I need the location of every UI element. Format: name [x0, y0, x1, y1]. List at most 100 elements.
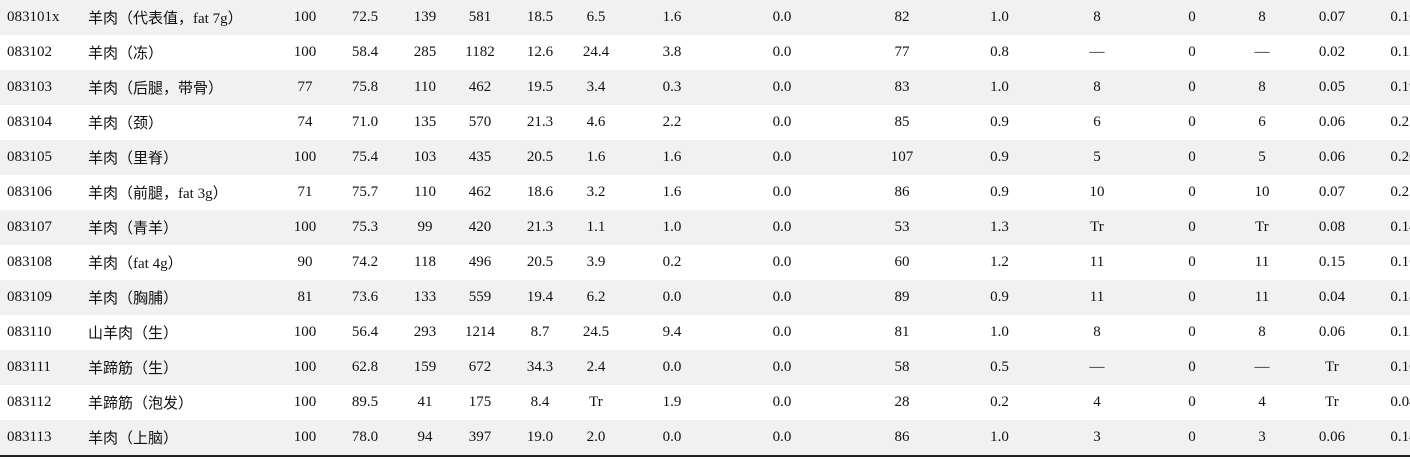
ash-cell: 1.2	[990, 254, 1009, 270]
protein-cell: 20.5	[526, 149, 554, 165]
riboflavin-cell: 0.12	[1390, 44, 1410, 60]
retinol-cell: 6	[1258, 114, 1266, 130]
vitamin-a-cell: 10	[1089, 184, 1105, 200]
water-cell: 72.5	[351, 9, 379, 25]
vitamin-a-cell: 4	[1093, 394, 1101, 410]
food-code-cell: 083101x	[7, 9, 60, 25]
water-cell: 73.6	[351, 289, 379, 305]
vitamin-a-cell: Tr	[1090, 219, 1104, 235]
energy-kcal-cell: 110	[414, 184, 436, 200]
riboflavin-cell: 0.12	[1390, 324, 1410, 340]
food-name-cell: 羊肉（胸脯）	[88, 291, 179, 307]
fiber-cell: 0.0	[772, 429, 792, 445]
water-cell: 71.0	[351, 114, 379, 130]
vitamin-a-cell: 3	[1093, 429, 1101, 445]
riboflavin-cell: 0.10	[1390, 359, 1410, 375]
thiamin-cell: 0.02	[1318, 44, 1346, 60]
fat-cell: 3.4	[586, 79, 606, 95]
fat-cell: 2.0	[586, 429, 606, 445]
fiber-cell: 0.0	[772, 394, 792, 410]
carotene-cell: 0	[1188, 324, 1196, 340]
carotene-cell: 0	[1188, 114, 1196, 130]
carbohydrate-cell: 1.9	[662, 394, 682, 410]
retinol-cell: 3	[1258, 429, 1266, 445]
food-name-cell: 羊肉（冻）	[88, 46, 164, 62]
energy-kj-cell: 397	[468, 429, 492, 445]
food-name-cell: 羊肉（代表值，fat 7g）	[88, 11, 243, 27]
thiamin-cell: 0.08	[1318, 219, 1346, 235]
protein-cell: 19.4	[526, 289, 554, 305]
edible-portion-cell: 100	[293, 429, 317, 445]
water-cell: 58.4	[351, 44, 379, 60]
riboflavin-cell: 0.14	[1390, 219, 1410, 235]
carotene-cell: 0	[1188, 289, 1196, 305]
energy-kcal-cell: 293	[413, 324, 437, 340]
energy-kcal-cell: 99	[417, 219, 433, 235]
thiamin-cell: 0.06	[1318, 149, 1346, 165]
cholesterol-cell: 86	[894, 184, 910, 200]
thiamin-cell: Tr	[1325, 394, 1339, 410]
table-row: 083104 羊肉（颈） 74 71.0 135 570 21.3 4.6 2.2 0.0 85 0.…	[0, 105, 1410, 140]
thiamin-cell: 0.15	[1318, 254, 1346, 270]
table-row: 083111 羊蹄筋（生） 100 62.8 159 672 34.3 2.4 0.0 0.0 58…	[0, 350, 1410, 385]
fiber-cell: 0.0	[772, 149, 792, 165]
ash-cell: 0.9	[990, 149, 1009, 165]
cholesterol-cell: 58	[894, 359, 910, 375]
vitamin-a-cell: 11	[1089, 289, 1105, 305]
cholesterol-cell: 89	[894, 289, 910, 305]
vitamin-a-cell: 5	[1093, 149, 1101, 165]
protein-cell: 18.6	[526, 184, 554, 200]
fiber-cell: 0.0	[772, 324, 792, 340]
energy-kj-cell: 1214	[465, 324, 495, 340]
edible-portion-cell: 74	[297, 114, 313, 130]
retinol-cell: 8	[1258, 79, 1266, 95]
retinol-cell: 8	[1258, 324, 1266, 340]
fat-cell: 2.4	[586, 359, 606, 375]
protein-cell: 21.3	[526, 114, 554, 130]
fiber-cell: 0.0	[772, 254, 792, 270]
thiamin-cell: 0.07	[1318, 184, 1346, 200]
bottom-rule	[0, 455, 1410, 457]
fat-cell: 3.9	[586, 254, 606, 270]
carbohydrate-cell: 1.6	[662, 9, 682, 25]
table-row: 083103 羊肉（后腿，带骨） 77 75.8 110 462 19.5 3.4 0.3 0.0…	[0, 70, 1410, 105]
energy-kj-cell: 581	[468, 9, 492, 25]
food-name-cell: 羊蹄筋（泡发）	[88, 396, 194, 412]
cholesterol-cell: 107	[890, 149, 914, 165]
fiber-cell: 0.0	[772, 114, 792, 130]
ash-cell: 0.9	[990, 289, 1009, 305]
food-code-cell: 083110	[7, 324, 52, 340]
thiamin-cell: 0.06	[1318, 429, 1346, 445]
thiamin-cell: 0.07	[1318, 9, 1346, 25]
food-code-cell: 083108	[7, 254, 52, 270]
riboflavin-cell: 0.18	[1390, 289, 1410, 305]
protein-cell: 34.3	[526, 359, 554, 375]
energy-kcal-cell: 103	[413, 149, 437, 165]
cholesterol-cell: 81	[894, 324, 910, 340]
table-row: 083102 羊肉（冻） 100 58.4 285 1182 12.6 24.4 3.8 0.0 7…	[0, 35, 1410, 70]
water-cell: 78.0	[351, 429, 379, 445]
protein-cell: 8.4	[530, 394, 550, 410]
riboflavin-cell: 0.16	[1390, 9, 1410, 25]
table-row: 083110 山羊肉（生） 100 56.4 293 1214 8.7 24.5 9.4 0.0 8…	[0, 315, 1410, 350]
fat-cell: 24.5	[582, 324, 610, 340]
riboflavin-cell: 0.19	[1390, 79, 1410, 95]
fiber-cell: 0.0	[772, 9, 792, 25]
riboflavin-cell: 0.16	[1390, 254, 1410, 270]
cholesterol-cell: 83	[894, 79, 910, 95]
thiamin-cell: 0.04	[1318, 289, 1346, 305]
protein-cell: 20.5	[526, 254, 554, 270]
retinol-cell: 8	[1258, 9, 1266, 25]
edible-portion-cell: 100	[293, 9, 317, 25]
fat-cell: 4.6	[586, 114, 606, 130]
energy-kcal-cell: 41	[417, 394, 433, 410]
food-code-cell: 083103	[7, 79, 52, 95]
energy-kj-cell: 420	[468, 219, 492, 235]
riboflavin-cell: 0.04	[1390, 394, 1410, 410]
edible-portion-cell: 77	[297, 79, 313, 95]
retinol-cell: 4	[1258, 394, 1266, 410]
cholesterol-cell: 28	[894, 394, 910, 410]
carbohydrate-cell: 0.2	[662, 254, 682, 270]
edible-portion-cell: 100	[293, 324, 317, 340]
